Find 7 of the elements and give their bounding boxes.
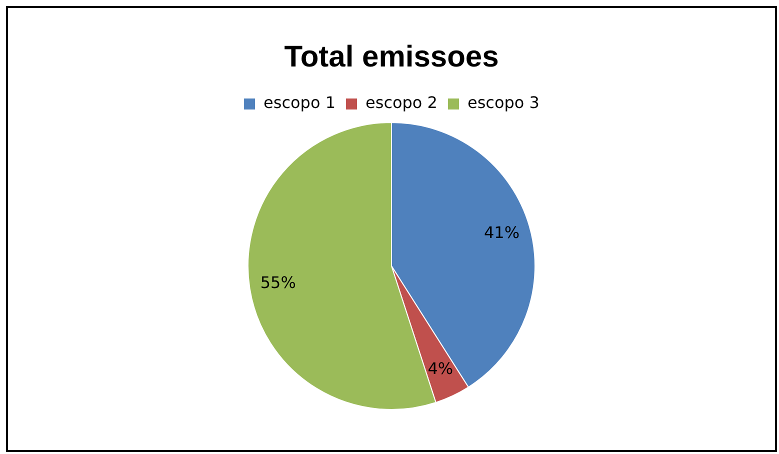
legend-label: escopo 1 xyxy=(264,93,336,112)
legend-label: escopo 3 xyxy=(467,93,540,112)
legend-label: escopo 2 xyxy=(366,93,438,112)
chart-title: Total emissoes xyxy=(284,40,499,74)
data-label: 55% xyxy=(260,273,296,292)
data-label: 4% xyxy=(428,359,454,378)
data-label: 41% xyxy=(484,223,520,242)
